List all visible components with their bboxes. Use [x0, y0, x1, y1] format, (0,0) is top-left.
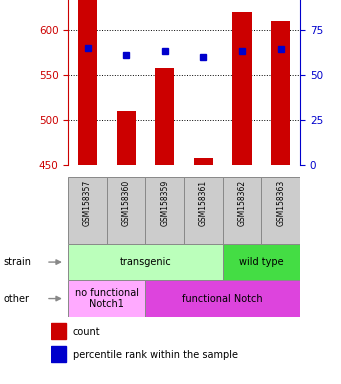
Text: GSM158361: GSM158361 — [199, 180, 208, 226]
Text: functional Notch: functional Notch — [182, 293, 263, 304]
Text: no functional
Notch1: no functional Notch1 — [75, 288, 139, 310]
Bar — [107, 177, 146, 244]
Text: GSM158357: GSM158357 — [83, 180, 92, 226]
Text: percentile rank within the sample: percentile rank within the sample — [73, 350, 238, 360]
Text: strain: strain — [3, 257, 31, 267]
Bar — [233, 12, 252, 165]
Bar — [223, 244, 300, 280]
Bar — [68, 177, 107, 244]
Text: GSM158359: GSM158359 — [160, 180, 169, 226]
Bar — [146, 177, 184, 244]
Text: other: other — [3, 293, 29, 304]
Text: wild type: wild type — [239, 257, 284, 267]
Bar — [78, 0, 97, 165]
Bar — [155, 68, 175, 165]
Bar — [68, 280, 146, 317]
Text: GSM158360: GSM158360 — [122, 180, 131, 226]
Bar — [51, 346, 66, 362]
Bar — [146, 280, 300, 317]
Bar — [51, 323, 66, 339]
Bar — [262, 177, 300, 244]
Text: GSM158363: GSM158363 — [276, 180, 285, 226]
Bar — [68, 244, 223, 280]
Text: transgenic: transgenic — [120, 257, 172, 267]
Bar — [184, 177, 223, 244]
Bar — [117, 111, 136, 165]
Bar — [223, 177, 262, 244]
Text: count: count — [73, 327, 100, 337]
Bar — [271, 21, 291, 165]
Bar — [194, 158, 213, 165]
Text: GSM158362: GSM158362 — [238, 180, 247, 226]
